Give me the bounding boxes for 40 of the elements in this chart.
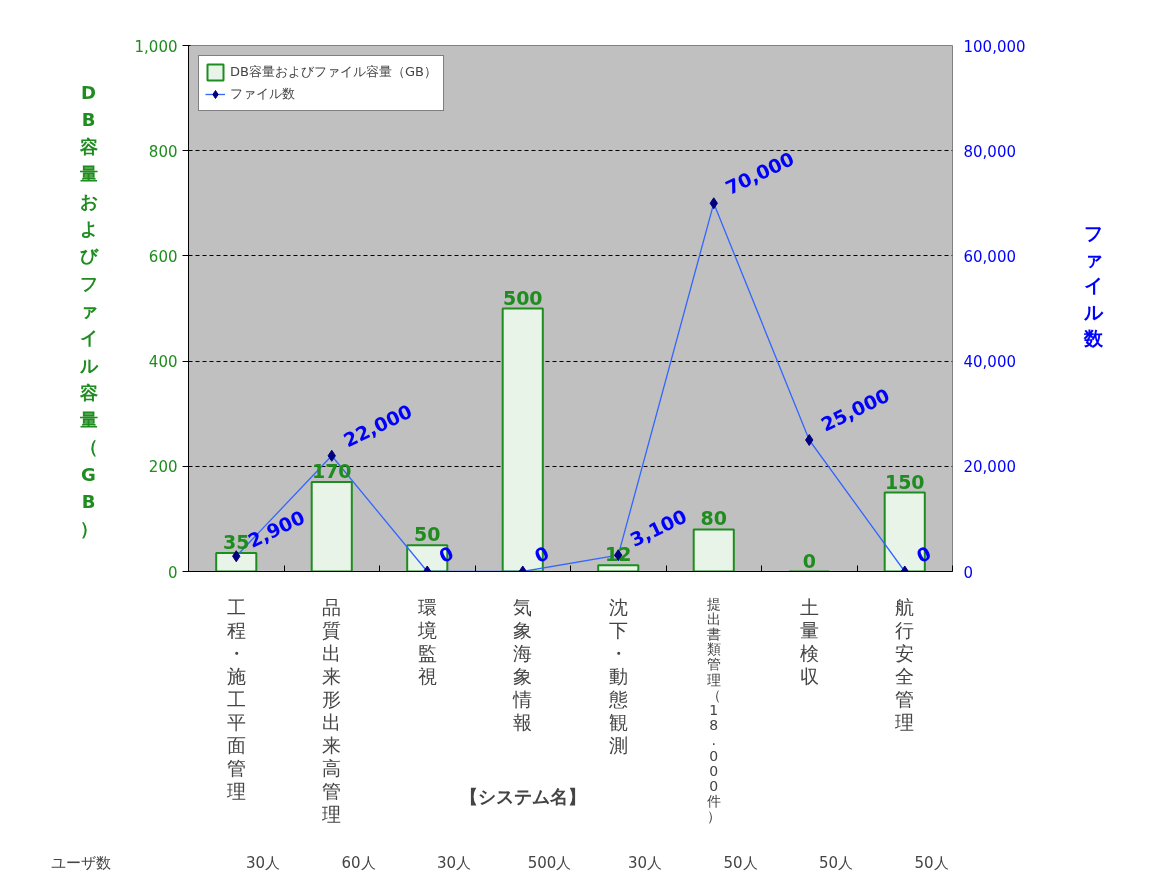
text: 30人 [245, 853, 281, 872]
data-label: 150 [884, 470, 925, 493]
category-label: 工程・施工平面管理 [226, 595, 246, 803]
y-tick-label: 0 [167, 563, 178, 582]
y-tick-label: 1,000 [134, 37, 178, 56]
text: 500人 [527, 853, 572, 872]
y-tick-label: 800 [148, 142, 178, 161]
text: ユーザ数 [50, 853, 111, 872]
x-tick-label: 環境監視 [416, 595, 437, 687]
data-label: 500 [502, 286, 543, 309]
x-tick-label: 沈下・動態観測 [607, 595, 628, 757]
x-tick-label: 土量検収 [799, 595, 819, 687]
y2-tick-label: 0 [963, 563, 974, 582]
y2-tick-label: 60,000 [963, 247, 1016, 266]
data-label: 0 [530, 541, 553, 568]
text: DB容量およびファイル容量（GB） [79, 81, 98, 540]
category-label: 品質出来形出来高管理 [322, 595, 342, 826]
data-label: 80 [700, 507, 727, 530]
x-axis-title: 【システム名】 [459, 786, 586, 807]
y2-tick-label: 100,000 [963, 37, 1026, 56]
data-label: 0 [802, 549, 816, 572]
text: 50人 [723, 853, 758, 872]
legend-label: ファイル数 [230, 85, 295, 103]
category-label: 提出書類管理（18.000件） [706, 595, 721, 825]
text: 50人 [914, 853, 949, 872]
y-tick-label: 600 [148, 247, 178, 266]
y2-tick-label: 40,000 [963, 353, 1016, 372]
legend-label: DB容量およびファイル容量（GB） [230, 63, 437, 81]
y2-tick-label: 80,000 [963, 142, 1016, 161]
y2-axis-title: ファイル数 [1083, 221, 1104, 350]
y-tick-label: 200 [148, 458, 178, 477]
y2-tick-label: 20,000 [963, 458, 1016, 477]
data-label: 0 [912, 541, 935, 568]
x-tick-label: 気象海象情報 [512, 595, 533, 733]
text: 30人 [436, 853, 472, 872]
y-tick-label: 400 [148, 353, 178, 372]
text: 60人 [341, 853, 376, 872]
text: 50人 [818, 853, 854, 872]
text: 30人 [627, 853, 663, 872]
x-tick-label: 航行安全管理 [895, 595, 915, 733]
